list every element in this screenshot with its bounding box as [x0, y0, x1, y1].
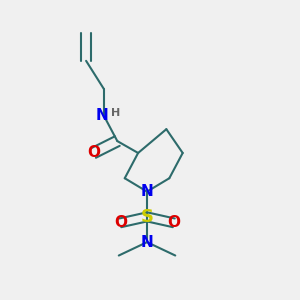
- Text: O: O: [87, 146, 100, 160]
- Text: N: N: [96, 108, 109, 123]
- Text: H: H: [111, 108, 121, 118]
- Text: N: N: [141, 235, 153, 250]
- Text: O: O: [114, 215, 127, 230]
- Text: O: O: [167, 215, 180, 230]
- Text: S: S: [140, 208, 154, 226]
- Text: N: N: [141, 184, 153, 199]
